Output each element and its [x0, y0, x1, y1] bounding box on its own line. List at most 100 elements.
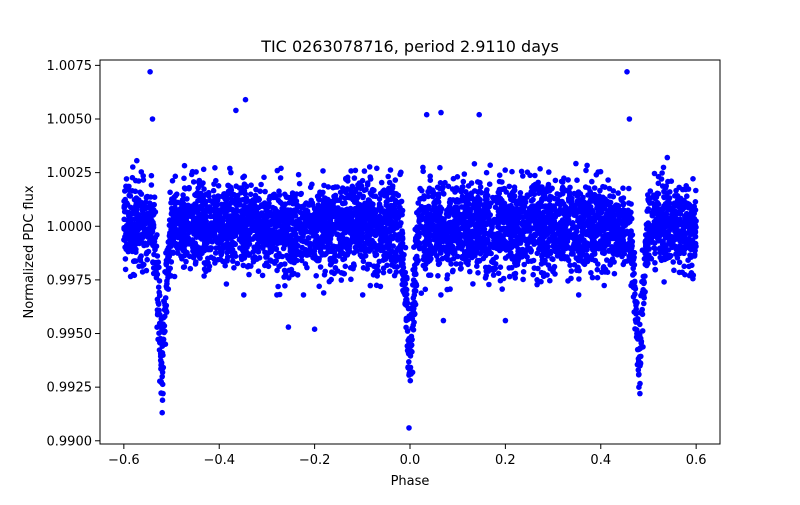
- data-point: [439, 223, 445, 230]
- data-point: [579, 210, 586, 216]
- data-point: [314, 207, 321, 214]
- data-point: [142, 220, 148, 226]
- data-point: [386, 179, 393, 186]
- data-point: [494, 195, 501, 202]
- data-point: [600, 264, 607, 270]
- data-point: [515, 212, 522, 219]
- data-point: [530, 271, 536, 278]
- data-point: [462, 205, 468, 212]
- data-point: [655, 238, 662, 244]
- data-point: [175, 207, 181, 213]
- data-point: [289, 245, 296, 251]
- data-point: [631, 278, 638, 285]
- data-point: [339, 185, 346, 191]
- chart-title: TIC 0263078716, period 2.9110 days: [260, 37, 559, 56]
- data-point: [682, 271, 688, 278]
- data-point: [296, 180, 303, 187]
- data-point: [302, 246, 309, 253]
- data-point: [511, 184, 518, 190]
- data-point: [352, 194, 358, 200]
- data-point: [502, 167, 509, 173]
- data-point: [263, 254, 269, 260]
- data-point: [544, 217, 550, 224]
- data-point: [476, 205, 482, 212]
- data-points: [121, 69, 699, 431]
- data-point: [160, 314, 167, 321]
- data-point: [454, 174, 461, 180]
- data-point: [594, 266, 601, 273]
- data-point: [317, 264, 324, 270]
- data-point: [475, 270, 481, 276]
- data-point: [520, 173, 526, 179]
- data-point: [129, 248, 135, 255]
- data-point: [355, 212, 361, 218]
- data-point: [512, 217, 519, 223]
- data-point: [583, 167, 589, 174]
- data-point: [360, 258, 367, 265]
- data-point: [384, 262, 390, 269]
- data-point: [148, 172, 155, 179]
- data-point: [486, 181, 493, 187]
- data-point: [330, 243, 337, 249]
- data-point: [494, 240, 501, 247]
- data-point: [180, 196, 186, 203]
- data-point: [385, 205, 392, 211]
- data-point: [316, 283, 323, 290]
- data-point: [409, 301, 416, 307]
- data-point: [157, 335, 164, 342]
- data-point: [188, 206, 194, 212]
- data-point: [477, 196, 483, 203]
- data-point: [167, 230, 173, 236]
- data-point: [601, 227, 607, 234]
- data-point: [348, 168, 354, 174]
- data-point: [531, 191, 538, 198]
- data-point: [130, 164, 136, 170]
- data-point: [124, 224, 130, 231]
- data-point: [126, 243, 133, 249]
- data-point: [276, 263, 282, 270]
- data-point: [637, 345, 644, 351]
- data-point: [402, 280, 409, 287]
- data-point: [210, 187, 217, 194]
- data-point: [300, 292, 307, 298]
- data-point: [390, 208, 396, 215]
- data-point: [135, 178, 142, 184]
- data-point: [557, 251, 564, 257]
- data-point: [465, 261, 471, 268]
- data-point: [532, 208, 539, 215]
- data-point: [565, 278, 571, 284]
- data-point: [684, 193, 690, 199]
- data-point: [428, 251, 435, 257]
- data-point: [347, 187, 354, 193]
- data-point: [320, 214, 326, 221]
- data-point: [661, 188, 667, 195]
- data-point: [399, 228, 405, 234]
- data-point: [421, 253, 427, 260]
- data-point: [234, 260, 241, 267]
- data-point: [524, 194, 530, 200]
- data-point: [186, 222, 193, 229]
- data-point: [449, 235, 456, 242]
- data-point: [291, 270, 297, 277]
- data-point: [657, 247, 663, 253]
- data-point: [626, 185, 632, 192]
- data-point: [179, 213, 185, 220]
- data-point: [262, 249, 268, 255]
- data-point: [338, 270, 345, 276]
- data-point: [404, 317, 410, 323]
- data-point: [592, 257, 599, 264]
- data-point: [692, 247, 698, 254]
- data-point: [127, 193, 134, 199]
- data-point: [693, 187, 699, 194]
- data-point: [180, 247, 187, 254]
- data-point: [255, 234, 261, 240]
- data-point: [340, 256, 346, 263]
- data-point: [207, 245, 214, 251]
- data-point: [600, 199, 607, 205]
- data-point: [411, 292, 418, 298]
- data-point: [390, 243, 397, 249]
- data-point: [313, 273, 320, 279]
- data-point: [636, 354, 643, 360]
- data-point: [156, 330, 162, 337]
